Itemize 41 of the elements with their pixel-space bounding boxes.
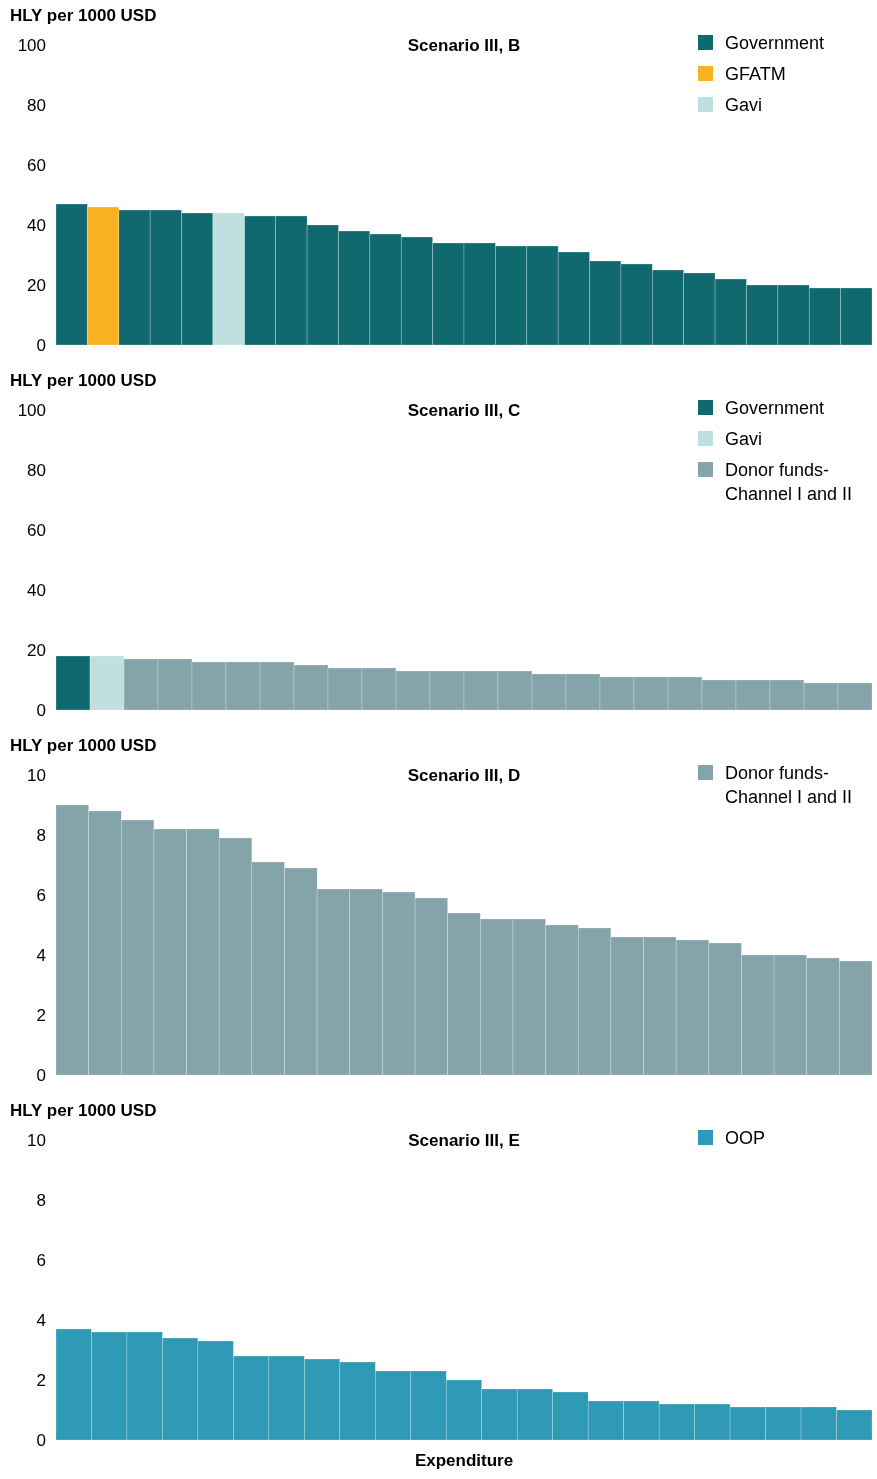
y-axis-title: HLY per 1000 USD (10, 371, 157, 390)
y-tick-label: 10 (27, 1130, 46, 1150)
legend-label: OOP (725, 1128, 766, 1148)
legend-label: Gavi (725, 429, 763, 449)
y-tick-label: 0 (36, 1065, 46, 1085)
y-tick-label: 0 (36, 700, 46, 720)
y-axis-title: HLY per 1000 USD (10, 1101, 157, 1120)
y-tick-label: 60 (27, 155, 46, 175)
y-tick-label: 2 (36, 1005, 46, 1025)
y-tick-label: 10 (27, 765, 46, 785)
legend-label: GFATM (725, 64, 786, 84)
legend-label: Gavi (725, 95, 763, 115)
y-tick-label: 4 (36, 945, 46, 965)
y-tick-label: 8 (36, 1190, 46, 1210)
y-tick-label: 100 (17, 35, 46, 55)
y-tick-label: 20 (27, 275, 46, 295)
chart-title: Scenario III, E (408, 1131, 520, 1150)
y-axis-title: HLY per 1000 USD (10, 736, 157, 755)
y-tick-label: 100 (17, 400, 46, 420)
x-axis-title: Expenditure (414, 1451, 514, 1470)
chart-title: Scenario III, C (407, 401, 521, 420)
chart-title: Scenario III, D (407, 766, 521, 785)
y-tick-label: 2 (36, 1370, 46, 1390)
y-tick-label: 80 (27, 95, 46, 115)
y-tick-label: 20 (27, 640, 46, 660)
legend-label: Government (725, 398, 825, 418)
legend-label: Donor funds-Channel I and II (725, 460, 853, 504)
y-tick-label: 40 (27, 580, 46, 600)
y-tick-label: 80 (27, 460, 46, 480)
y-tick-label: 40 (27, 215, 46, 235)
y-tick-label: 4 (36, 1310, 46, 1330)
text: Donor funds-Channel I and II (725, 763, 853, 807)
y-axis-title: HLY per 1000 USD (10, 6, 157, 25)
y-tick-label: 0 (36, 1430, 46, 1450)
y-tick-label: 6 (36, 885, 46, 905)
y-tick-label: 6 (36, 1250, 46, 1270)
y-tick-label: 0 (36, 335, 46, 355)
y-tick-label: 60 (27, 520, 46, 540)
chart-title: Scenario III, B (407, 36, 521, 55)
y-tick-label: 8 (36, 825, 46, 845)
legend-label: Government (725, 33, 825, 53)
